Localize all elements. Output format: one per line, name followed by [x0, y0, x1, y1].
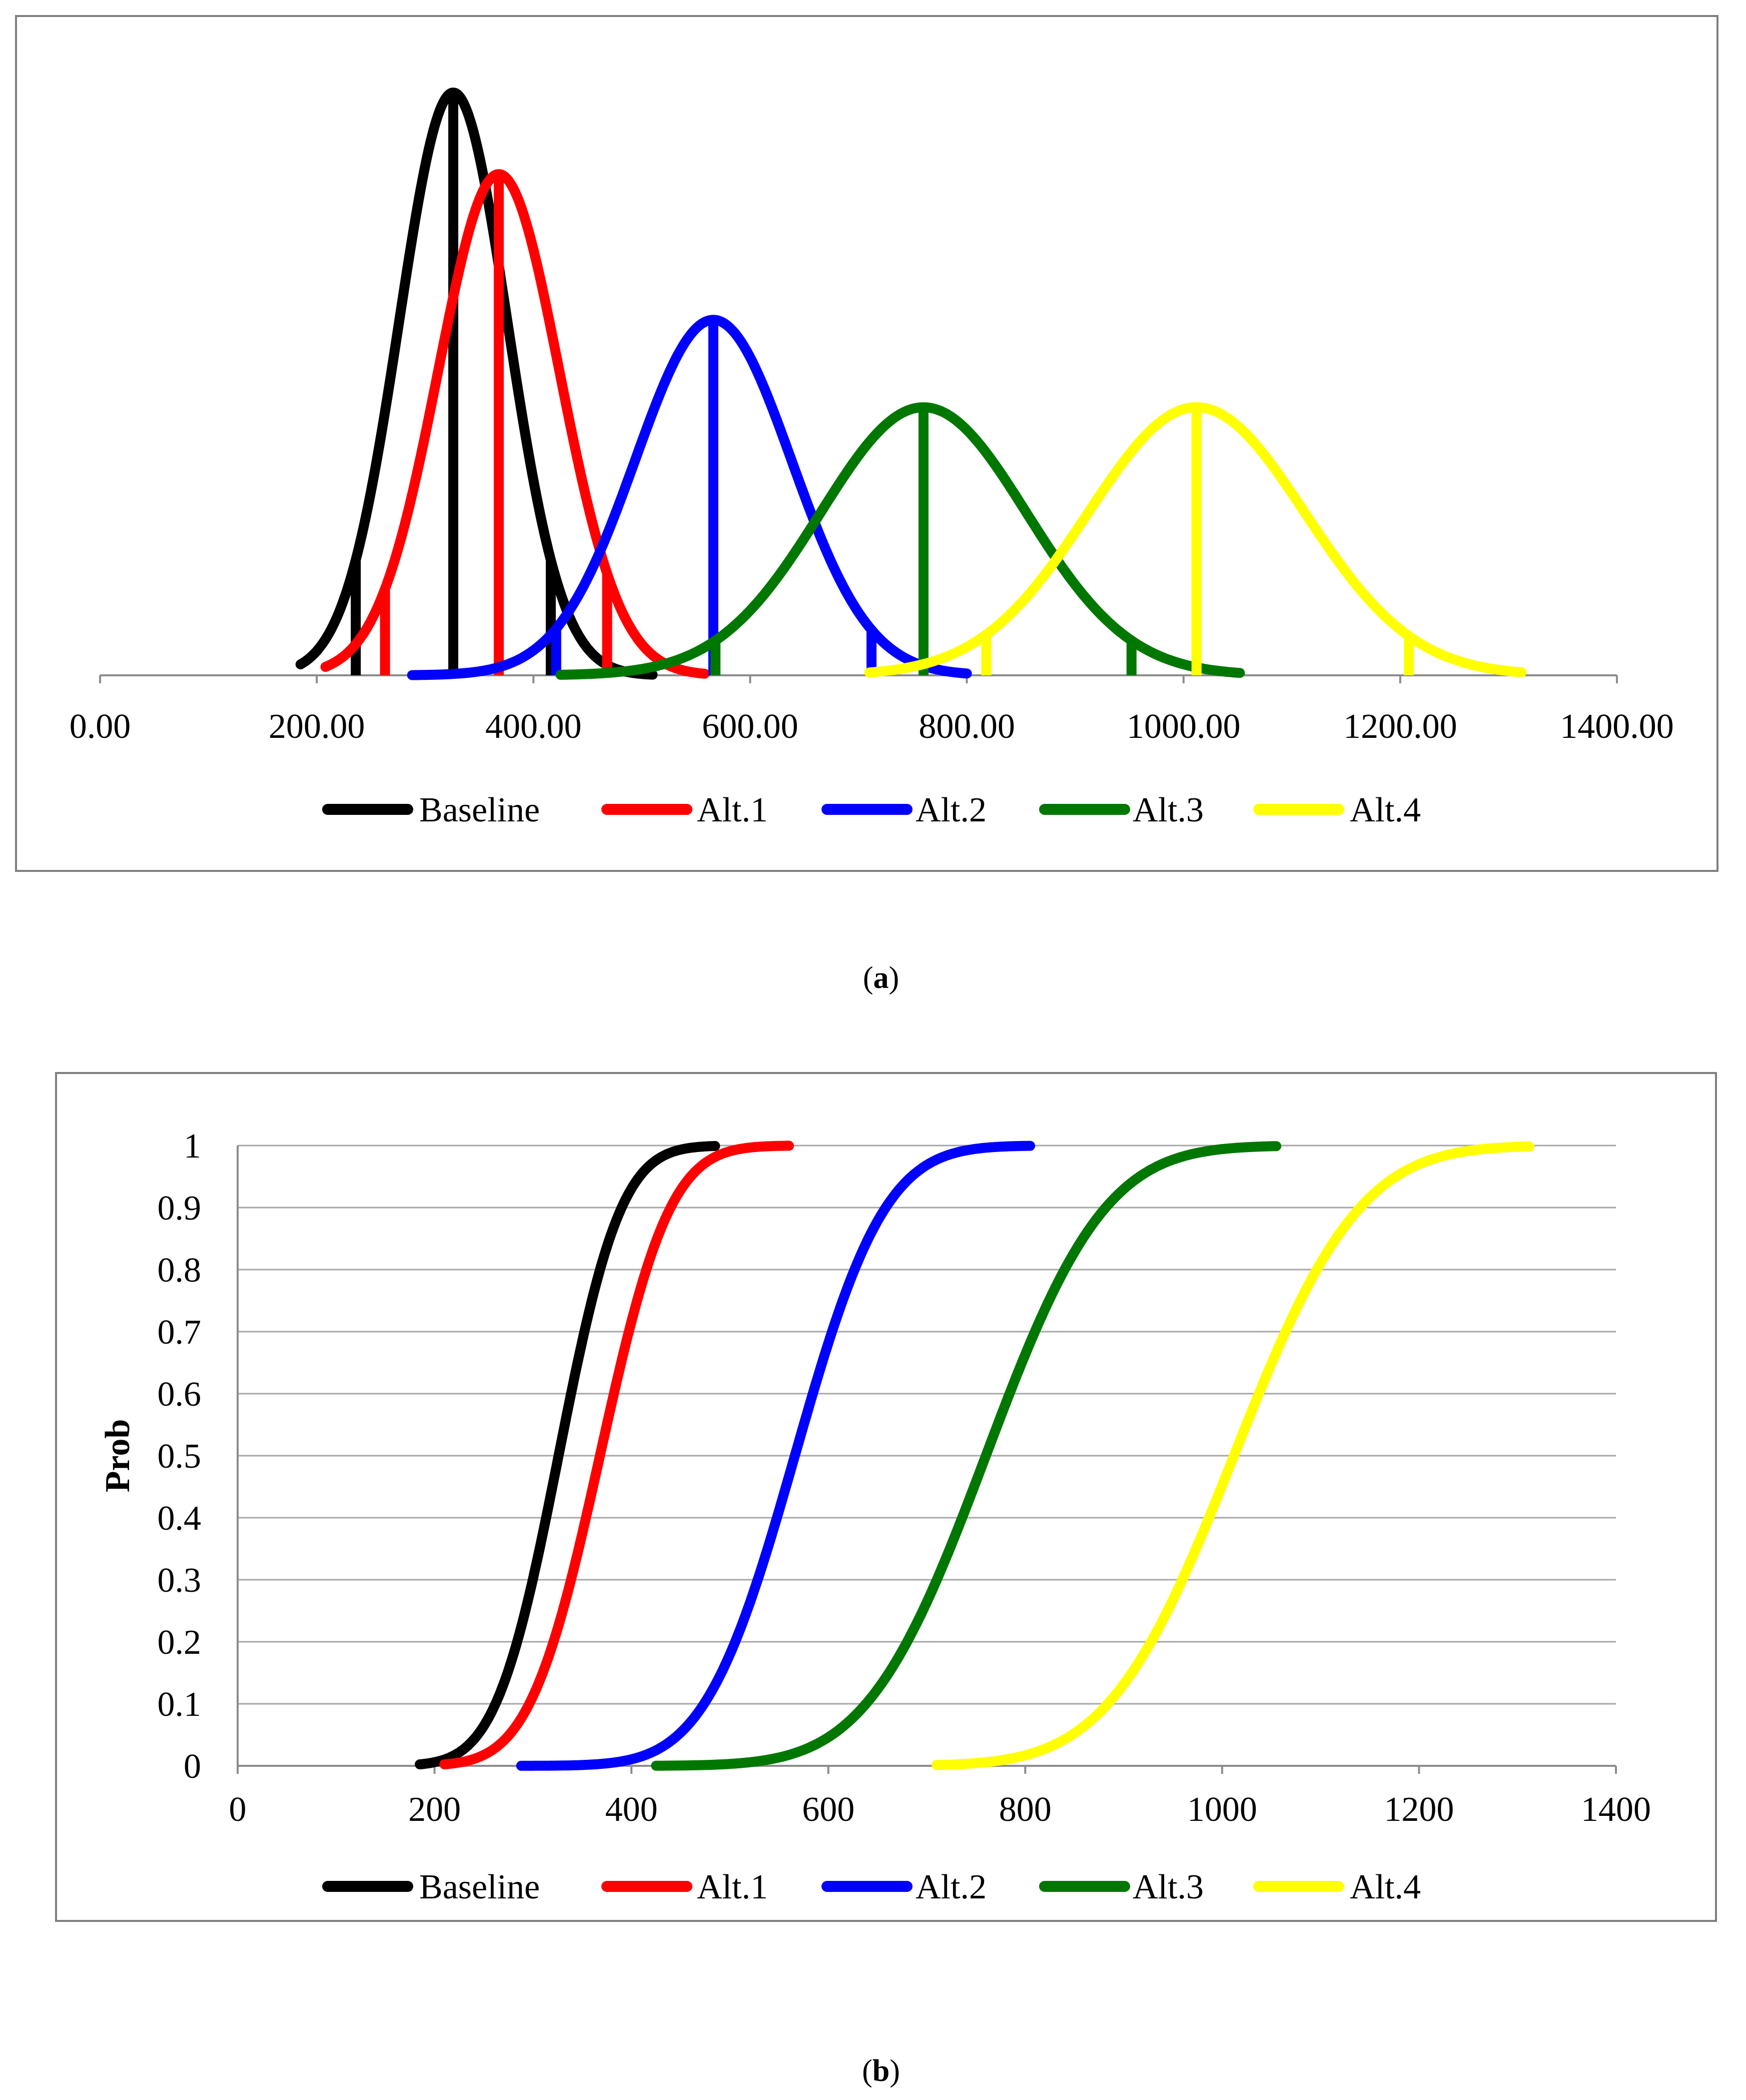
b-y-tick-label: 0.1: [158, 1685, 202, 1724]
b-x-tick-label: 1200: [1384, 1790, 1454, 1829]
a-x-tick-label: 1000.00: [1127, 707, 1241, 746]
b-y-tick-label: 0.3: [158, 1561, 202, 1600]
b-legend-label-alt2: Alt.2: [916, 1868, 987, 1906]
b-y-tick-label: 0.7: [158, 1313, 202, 1352]
a-x-tick-label: 0.00: [70, 707, 131, 746]
a-x-tick-label: 1200.00: [1343, 707, 1457, 746]
a-legend-label-alt1: Alt.1: [697, 791, 768, 829]
a-series-alt1-curve: [320, 169, 710, 679]
caption-a: (a): [862, 961, 900, 995]
b-x-tick-label: 1400: [1581, 1790, 1651, 1829]
b-legend-label-alt1: Alt.1: [697, 1868, 768, 1906]
b-legend-label-alt3: Alt.3: [1133, 1868, 1204, 1906]
b-x-tick-label: 400: [605, 1790, 658, 1829]
caption-b-letter: b: [872, 2054, 890, 2088]
a-legend-label-alt4: Alt.4: [1350, 791, 1421, 829]
b-y-axis-title: Prob: [99, 1419, 137, 1493]
b-series-alt2-curve: [516, 1141, 1036, 1771]
b-legend-label-baseline: Baseline: [419, 1868, 540, 1906]
a-series-alt3-curve: [555, 402, 1245, 680]
b-x-tick-label: 600: [802, 1790, 854, 1829]
a-series-baseline-curve: [295, 88, 658, 680]
b-y-tick-label: 0.4: [158, 1499, 202, 1538]
b-x-tick-label: 1000: [1187, 1790, 1257, 1829]
caption-a-letter: a: [873, 961, 889, 995]
b-y-tick-label: 0.6: [158, 1375, 202, 1414]
b-legend-label-alt4: Alt.4: [1350, 1868, 1421, 1906]
a-legend-label-alt2: Alt.2: [916, 791, 987, 829]
b-series-baseline-curve: [415, 1141, 720, 1769]
b-y-tick-label: 1: [184, 1127, 201, 1166]
a-legend-label-alt3: Alt.3: [1133, 791, 1204, 829]
b-x-tick-label: 800: [999, 1790, 1052, 1829]
b-x-tick-label: 200: [408, 1790, 461, 1829]
b-y-tick-label: 0.2: [158, 1623, 202, 1662]
b-y-tick-label: 0.8: [158, 1251, 202, 1290]
b-y-tick-label: 0.5: [158, 1437, 202, 1476]
a-x-tick-label: 1400.00: [1560, 707, 1674, 746]
b-series-alt1-curve: [439, 1141, 794, 1769]
a-x-tick-label: 800.00: [919, 707, 1015, 746]
b-series-alt3-curve: [651, 1141, 1282, 1771]
b-series-alt4-curve: [932, 1141, 1534, 1770]
a-legend-label-baseline: Baseline: [419, 791, 540, 829]
b-y-tick-label: 0: [184, 1747, 201, 1786]
caption-b: (b): [862, 2054, 900, 2088]
a-x-tick-label: 600.00: [702, 707, 798, 746]
b-x-tick-label: 0: [229, 1790, 247, 1829]
a-x-tick-label: 200.00: [269, 707, 365, 746]
b-y-tick-label: 0.9: [158, 1189, 202, 1228]
a-x-tick-label: 400.00: [485, 707, 582, 746]
